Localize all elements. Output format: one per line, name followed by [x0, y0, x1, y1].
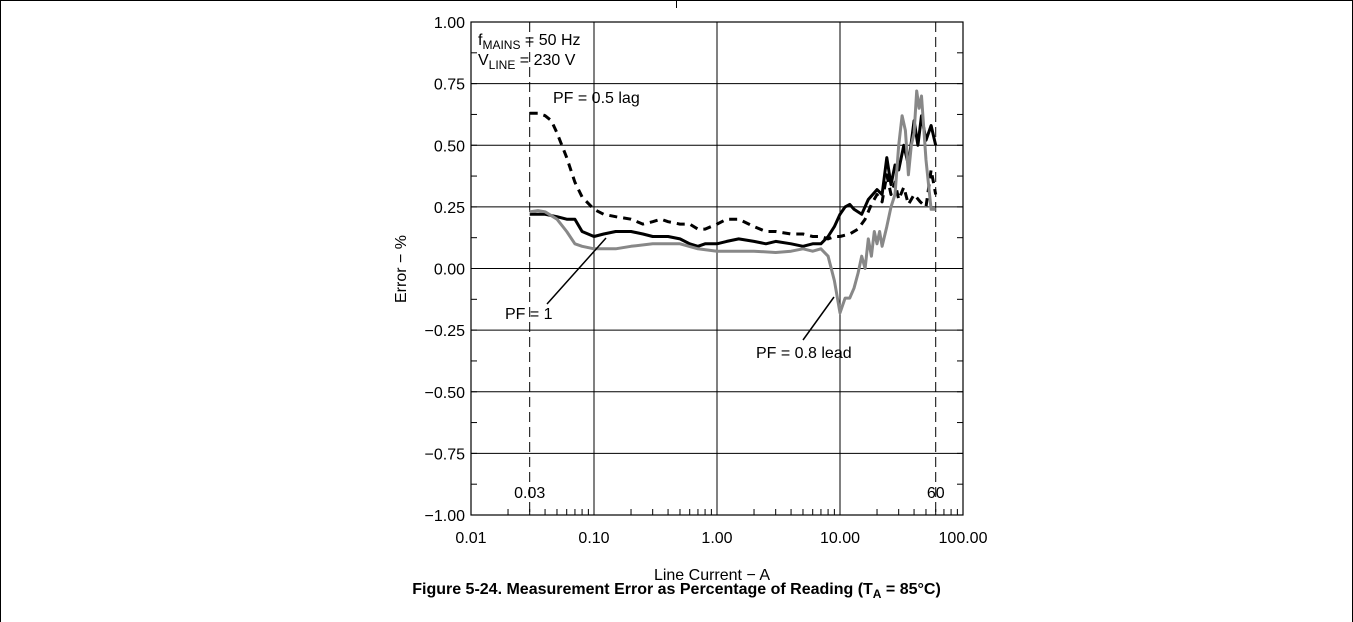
series-line-pf-1 — [529, 114, 938, 248]
x-tick-label: 100.00 — [939, 530, 988, 547]
y-tick-label: 0.75 — [434, 77, 465, 94]
conditions-block: fMAINS = 50 Hz VLINE = 230 V — [478, 32, 581, 72]
caption-text: Figure 5-24. Measurement Error as Percen… — [412, 581, 873, 598]
leader-line-pf-0-8-lead — [802, 296, 835, 341]
y-tick-label: 0.25 — [434, 200, 465, 217]
series-line-pf-0-5-lag — [529, 111, 938, 241]
annotation-pf-1: PF = 1 — [505, 306, 553, 323]
y-tick-label: −0.75 — [425, 446, 466, 463]
series-annotations: PF = 0.5 lag PF = 1 PF = 0.8 lead — [505, 90, 852, 362]
x-tick-label: 0.10 — [578, 530, 609, 547]
series-lines — [529, 89, 938, 315]
condition-f-subscript: MAINS — [482, 38, 520, 52]
leader-line-pf-1 — [546, 237, 607, 305]
x-tick-label: 0.01 — [455, 530, 486, 547]
figure-caption: Figure 5-24. Measurement Error as Percen… — [0, 581, 1353, 601]
x-axis-title: Line Current − A — [654, 567, 770, 584]
annotation-pf-0-8-lead: PF = 0.8 lead — [756, 345, 852, 362]
annotation-pf-0-5-lag: PF = 0.5 lag — [553, 90, 640, 107]
condition-v-value: = 230 V — [515, 52, 575, 69]
y-tick-label: −0.50 — [425, 385, 466, 402]
range-markers: 0.03 60 — [514, 22, 945, 515]
condition-v-symbol: V — [478, 52, 489, 69]
y-tick-label: 0.50 — [434, 138, 465, 155]
condition-line-voltage: VLINE = 230 V — [478, 52, 576, 72]
x-tick-label: 10.00 — [820, 530, 860, 547]
x-tick-label: 1.00 — [701, 530, 732, 547]
y-tick-label: 1.00 — [434, 15, 465, 32]
grid — [470, 21, 964, 516]
caption-suffix: = 85°C) — [881, 581, 941, 598]
condition-v-subscript: LINE — [489, 58, 516, 72]
y-tick-label: −0.25 — [425, 323, 466, 340]
condition-mains-frequency: fMAINS = 50 Hz — [478, 32, 581, 52]
axis-ticks: 0.01 0.10 1.00 10.00 100.00 1.00 0.75 0.50 0.25 0… — [425, 15, 988, 547]
y-axis-title: Error − % — [393, 235, 410, 303]
condition-f-symbol: f — [478, 32, 483, 49]
condition-f-value: = 50 Hz — [520, 32, 580, 49]
y-tick-label: 0.00 — [434, 262, 465, 279]
y-tick-label: −1.00 — [425, 508, 466, 525]
range-marker-label: 0.03 — [514, 485, 545, 502]
range-marker-label: 60 — [927, 485, 945, 502]
series-line-pf-0-8-lead — [529, 89, 936, 315]
caption-subscript: A — [872, 587, 882, 602]
